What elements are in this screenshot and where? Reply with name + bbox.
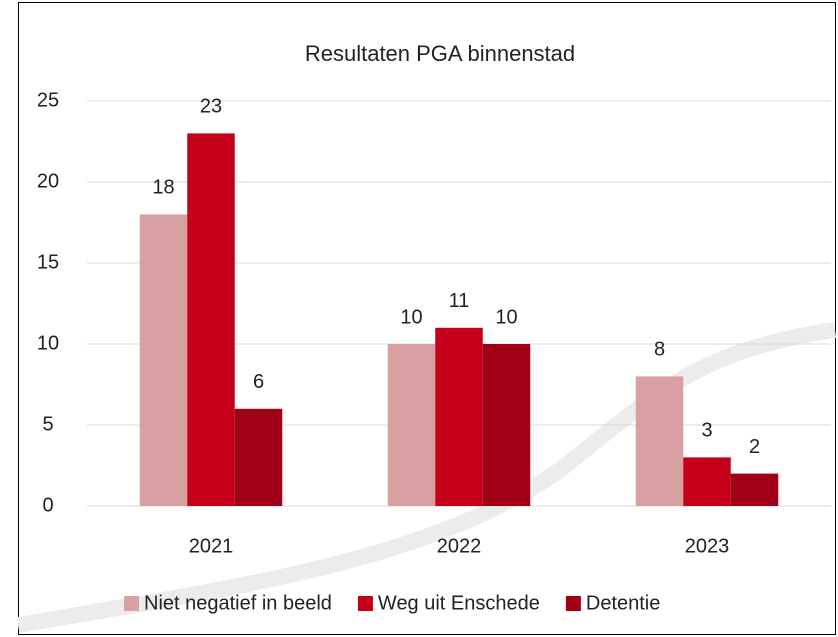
data-label: 11 <box>449 290 470 312</box>
data-label: 3 <box>701 420 712 442</box>
legend-swatch <box>357 596 373 611</box>
bar <box>234 408 283 506</box>
legend-swatch <box>565 596 581 611</box>
y-tick-label: 15 <box>37 251 59 273</box>
x-tick-label: 2023 <box>685 535 730 557</box>
data-label: 18 <box>152 177 174 199</box>
chart-title: Resultaten PGA binnenstad <box>305 41 575 66</box>
y-tick-label: 25 <box>37 89 59 111</box>
y-tick-label: 0 <box>42 494 53 516</box>
y-tick-label: 20 <box>37 170 59 192</box>
data-label: 10 <box>495 306 517 328</box>
bar <box>387 344 436 506</box>
legend-label: Weg uit Enschede <box>378 592 540 614</box>
x-tick-label: 2022 <box>437 535 482 557</box>
bar <box>435 327 483 506</box>
bar <box>635 376 684 506</box>
data-label: 10 <box>400 306 422 328</box>
data-label: 23 <box>200 96 222 118</box>
y-tick-label: 10 <box>37 332 59 354</box>
bar <box>187 133 235 506</box>
legend-label: Niet negatief in beeld <box>144 592 332 614</box>
bar <box>139 214 188 506</box>
data-label: 6 <box>253 371 264 393</box>
data-label: 2 <box>749 436 760 458</box>
legend-swatch <box>124 596 139 611</box>
y-tick-label: 5 <box>42 413 53 435</box>
bar <box>730 473 779 506</box>
x-tick-label: 2021 <box>189 535 234 557</box>
bar <box>482 344 531 506</box>
bar <box>683 457 731 506</box>
data-label: 8 <box>654 339 665 361</box>
legend-label: Detentie <box>586 592 661 614</box>
